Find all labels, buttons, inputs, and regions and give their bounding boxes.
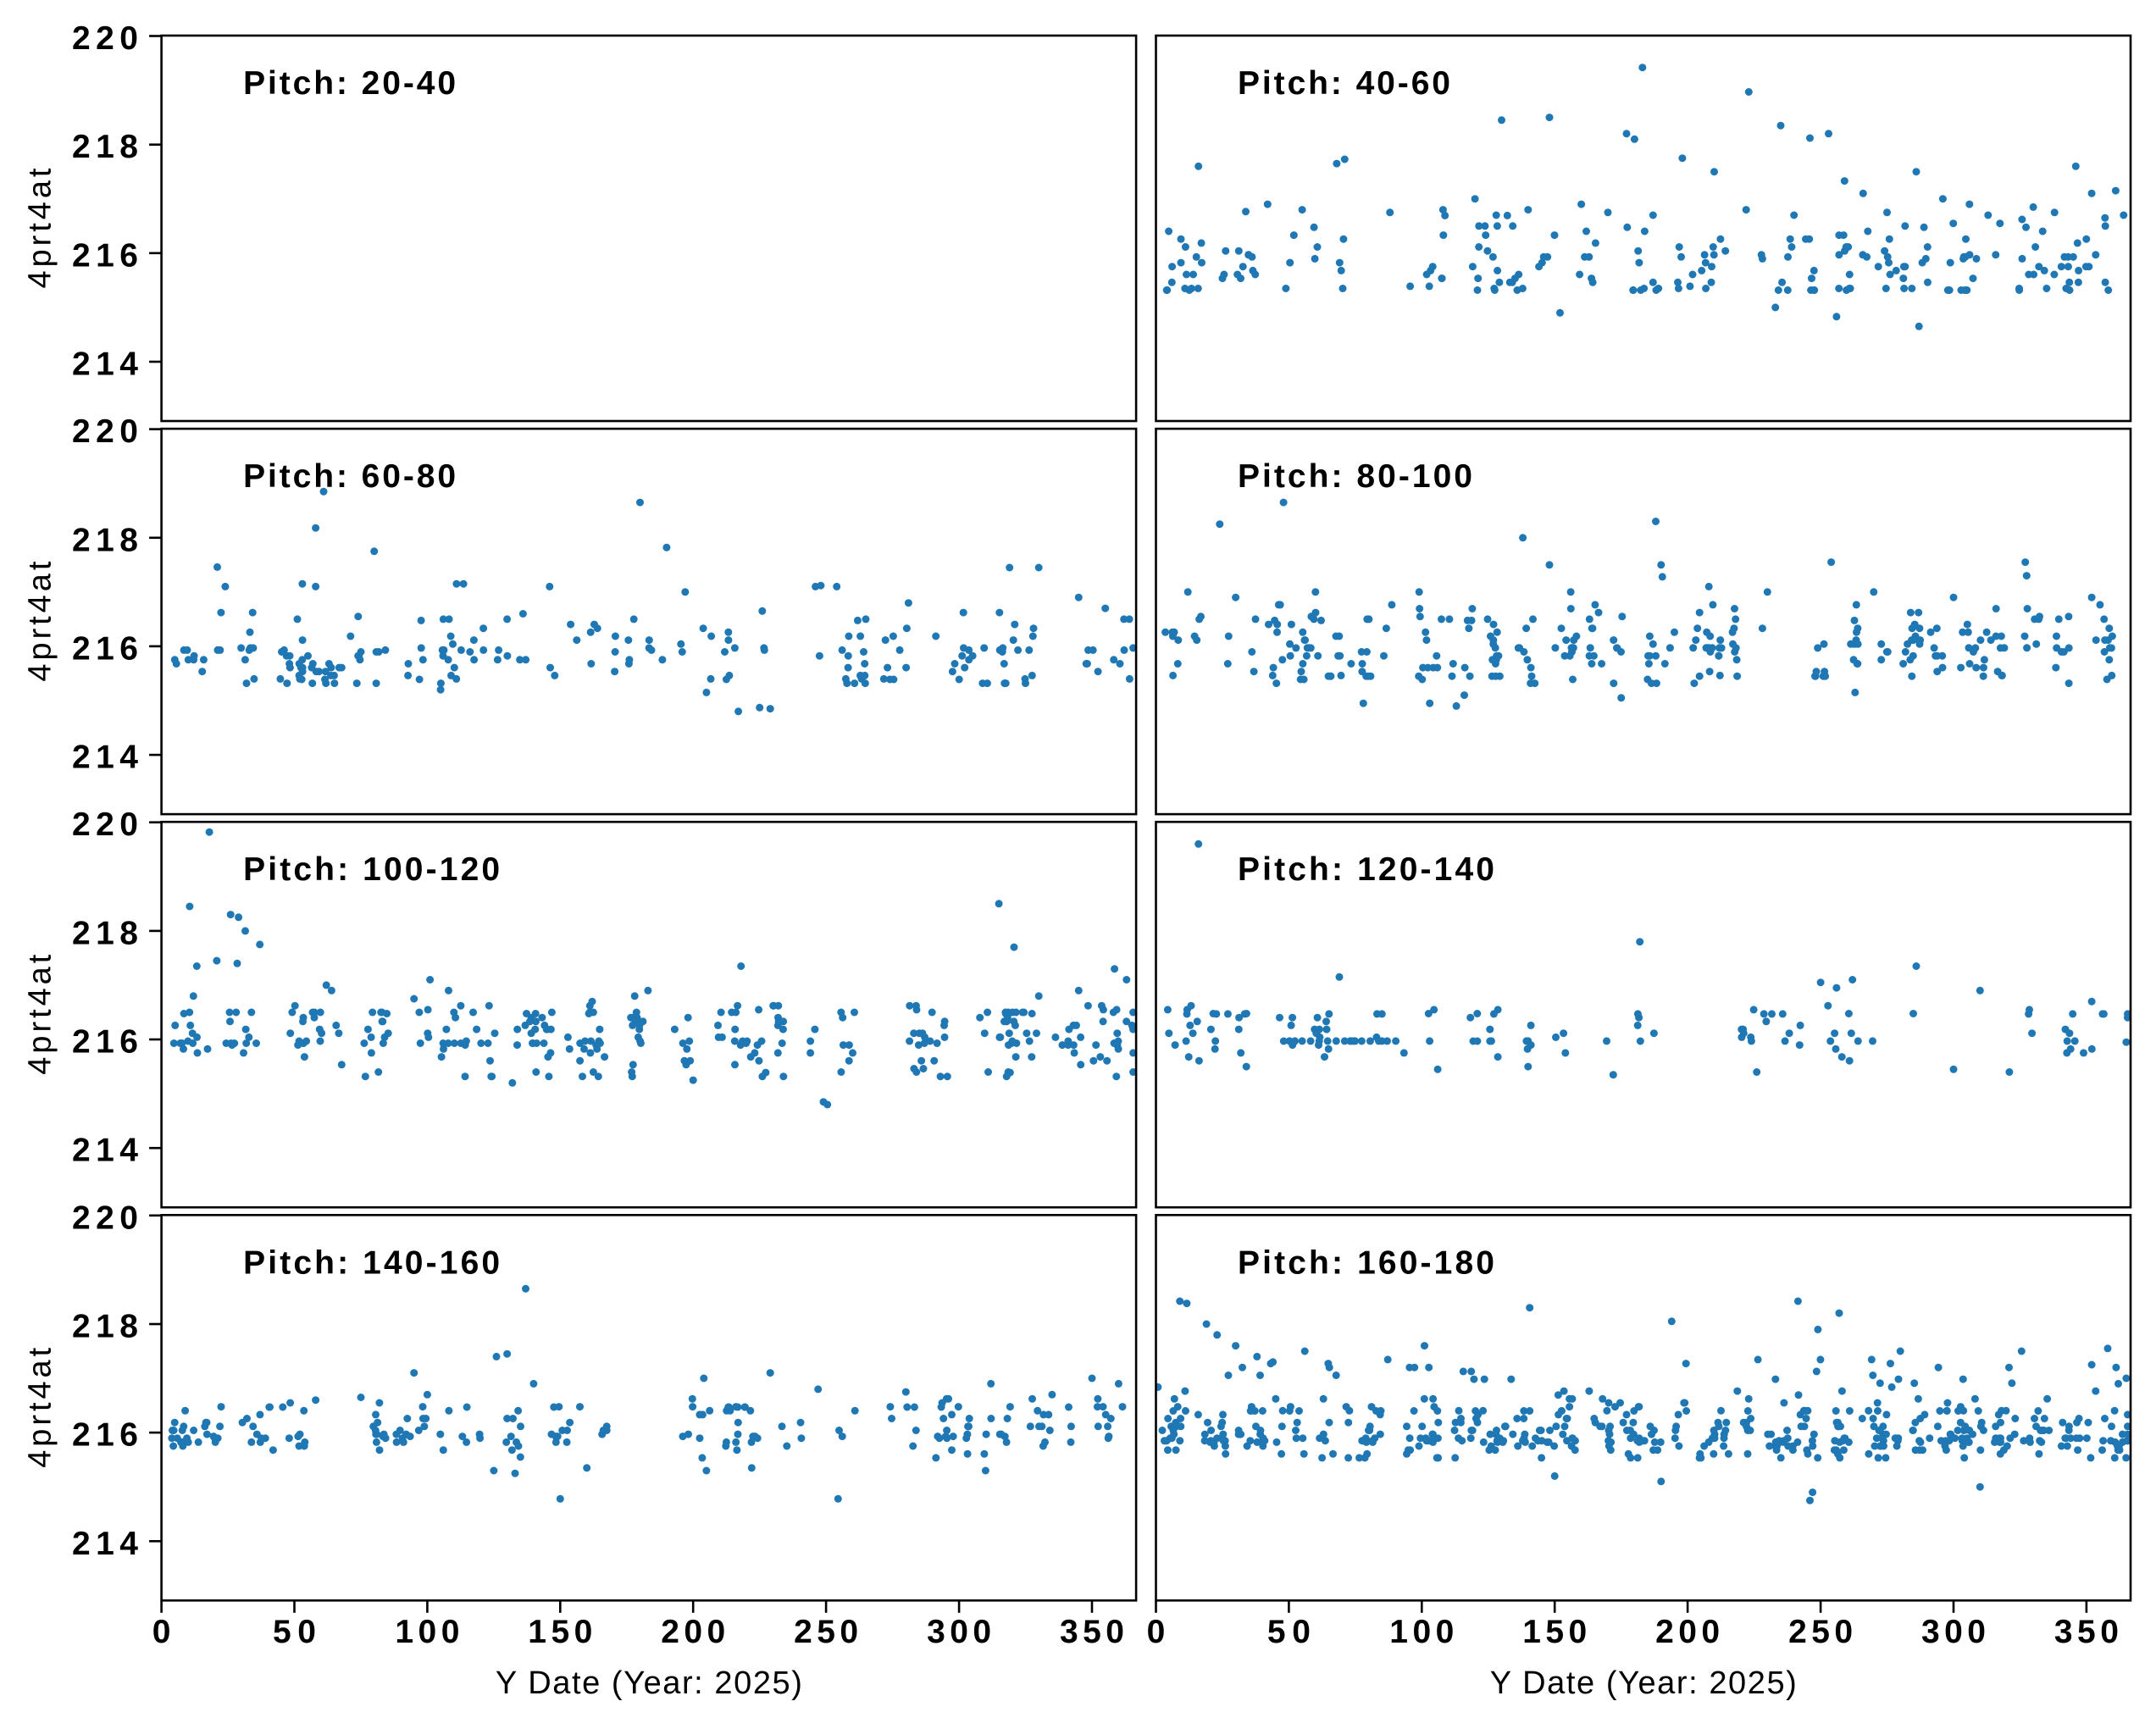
svg-text:220: 220: [72, 413, 138, 450]
svg-text:Y Date (Year: 2025): Y Date (Year: 2025): [1490, 1665, 1797, 1701]
svg-text:214: 214: [72, 346, 138, 383]
svg-text:Pitch: 60-80: Pitch: 60-80: [243, 458, 456, 495]
svg-text:Pitch: 160-180: Pitch: 160-180: [1238, 1244, 1494, 1281]
svg-text:216: 216: [72, 1417, 138, 1454]
svg-text:150: 150: [1522, 1614, 1587, 1650]
svg-text:Y Date (Year: 2025): Y Date (Year: 2025): [496, 1665, 802, 1701]
svg-text:220: 220: [72, 1200, 138, 1236]
svg-text:Pitch: 140-160: Pitch: 140-160: [243, 1244, 500, 1281]
svg-text:220: 220: [72, 20, 138, 57]
svg-text:218: 218: [72, 522, 138, 558]
svg-text:100: 100: [1389, 1614, 1454, 1650]
svg-text:216: 216: [72, 237, 138, 274]
svg-text:100: 100: [395, 1614, 459, 1650]
svg-text:216: 216: [72, 1024, 138, 1061]
svg-text:218: 218: [72, 915, 138, 951]
svg-text:218: 218: [72, 129, 138, 165]
svg-text:300: 300: [927, 1614, 991, 1650]
svg-text:0: 0: [152, 1614, 171, 1650]
svg-text:300: 300: [1921, 1614, 1986, 1650]
svg-text:Pitch: 20-40: Pitch: 20-40: [243, 65, 456, 102]
svg-text:Pitch: 100-120: Pitch: 100-120: [243, 851, 500, 888]
svg-text:Pitch: 120-140: Pitch: 120-140: [1238, 851, 1494, 888]
svg-text:250: 250: [794, 1614, 858, 1650]
svg-text:218: 218: [72, 1309, 138, 1345]
svg-text:214: 214: [72, 1526, 138, 1562]
svg-text:250: 250: [1788, 1614, 1853, 1650]
svg-text:216: 216: [72, 630, 138, 667]
svg-text:200: 200: [1655, 1614, 1720, 1650]
svg-text:0: 0: [1147, 1614, 1166, 1650]
svg-text:350: 350: [1060, 1614, 1124, 1650]
svg-text:200: 200: [661, 1614, 725, 1650]
svg-text:150: 150: [528, 1614, 592, 1650]
svg-text:350: 350: [2054, 1614, 2119, 1650]
svg-text:220: 220: [72, 806, 138, 843]
svg-text:Pitch: 40-60: Pitch: 40-60: [1238, 65, 1450, 102]
svg-text:214: 214: [72, 740, 138, 776]
svg-text:214: 214: [72, 1133, 138, 1169]
